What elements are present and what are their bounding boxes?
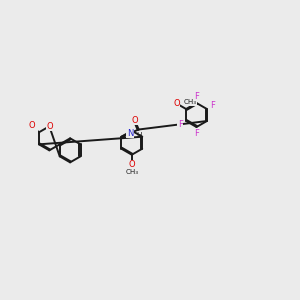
Text: CH₃: CH₃ [125,169,138,175]
Text: H: H [136,132,141,138]
Text: O: O [28,121,35,130]
Text: F: F [194,129,199,138]
Text: F: F [194,92,199,100]
Text: O: O [131,116,138,124]
Text: F: F [178,120,182,129]
Text: N: N [127,129,133,138]
Text: F: F [211,101,215,110]
Text: O: O [46,122,52,131]
Text: CH₃: CH₃ [184,99,197,105]
Text: O: O [128,160,135,169]
Text: O: O [173,99,180,108]
